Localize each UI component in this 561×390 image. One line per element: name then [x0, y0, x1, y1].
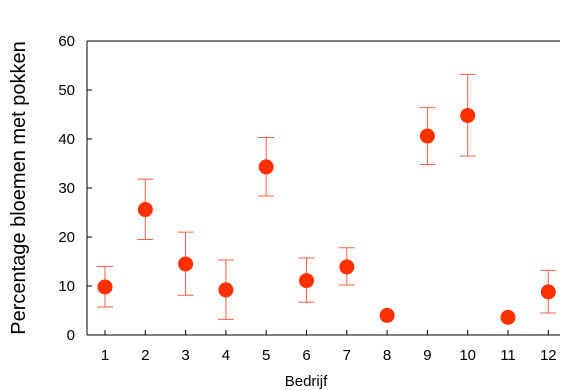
data-point [379, 307, 395, 323]
y-ticks: 0 10 20 30 40 50 60 [58, 33, 92, 344]
x-tick-label: 4 [222, 347, 230, 364]
data-point [419, 128, 435, 144]
x-tick-label: 6 [302, 347, 310, 364]
x-tick-label: 9 [423, 347, 431, 364]
data-point [178, 256, 194, 272]
y-tick-label: 20 [58, 229, 75, 246]
data-point [339, 259, 355, 275]
data-point [299, 273, 314, 289]
x-tick-label: 3 [181, 347, 189, 364]
x-tick-label: 11 [500, 347, 516, 364]
y-tick-label: 10 [58, 278, 75, 295]
data-point [97, 279, 113, 295]
data-point [218, 282, 234, 298]
x-tick-label: 12 [540, 347, 557, 364]
x-tick-label: 8 [383, 347, 391, 364]
data-point [258, 159, 274, 175]
y-axis-label: Percentage bloemen met pokken [8, 41, 30, 335]
y-tick-label: 60 [58, 33, 75, 50]
x-axis-label: Bedrijf [285, 373, 328, 390]
x-tick-label: 10 [459, 347, 476, 364]
x-ticks: 1 2 3 4 5 6 7 8 9 10 11 12 [101, 330, 557, 364]
data-point [460, 107, 476, 123]
y-tick-label: 50 [58, 82, 75, 99]
error-bars [97, 73, 557, 320]
data-point [540, 284, 556, 300]
x-tick-label: 1 [101, 347, 109, 364]
y-tick-label: 40 [58, 131, 75, 148]
data-point [500, 309, 516, 325]
y-tick-label: 0 [67, 327, 75, 344]
data-points [97, 107, 556, 325]
y-tick-label: 30 [58, 180, 75, 197]
data-point [137, 202, 153, 218]
x-tick-label: 7 [343, 347, 351, 364]
axes [86, 40, 560, 336]
x-tick-label: 5 [262, 347, 270, 364]
x-tick-label: 2 [141, 347, 149, 364]
